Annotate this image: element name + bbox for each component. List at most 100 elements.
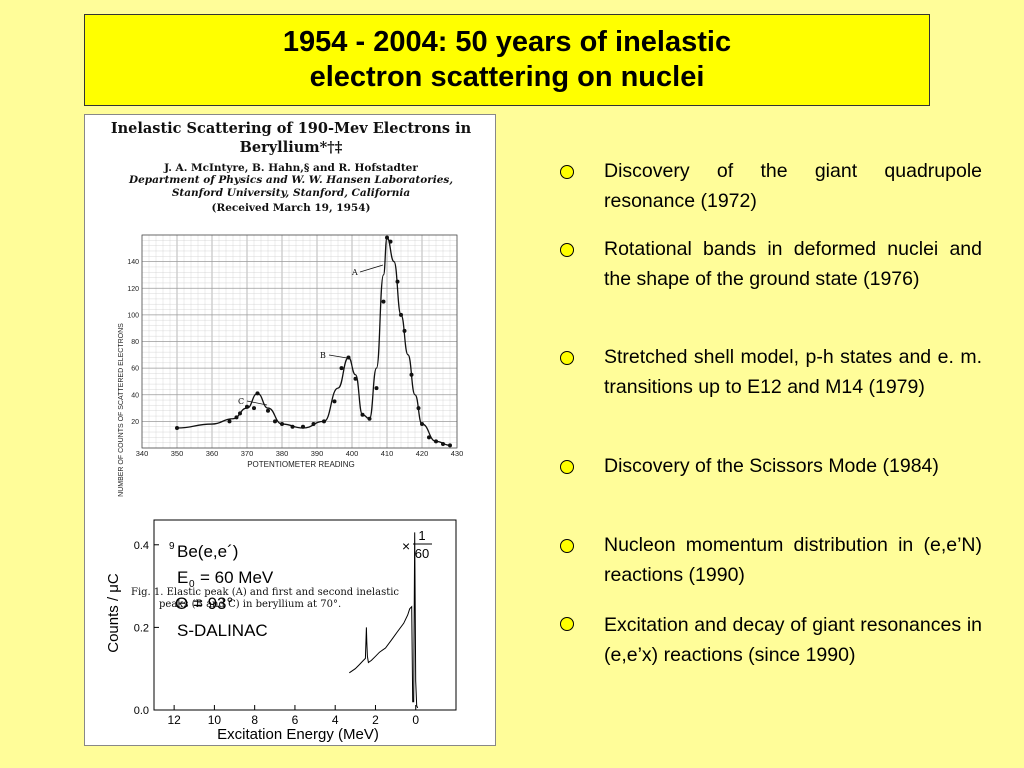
y-tick-label: 60 [131, 366, 139, 373]
data-point [427, 435, 431, 440]
bullet-circle-icon [560, 539, 574, 553]
x-tick-label: 10 [208, 713, 222, 727]
data-point [374, 386, 379, 391]
annotation-facility: S-DALINAC [177, 621, 268, 640]
x-tick-label: 12 [167, 713, 181, 727]
data-point [255, 391, 260, 396]
historical-scan-chart: 340 350 360 370 380 390 400 410 420 430 20 40 60 80 10… [118, 234, 464, 497]
paper-institution-line-1: Department of Physics and W. W. Hansen L… [128, 174, 453, 186]
data-point [402, 328, 407, 333]
data-point [381, 299, 386, 304]
y-tick-label: 20 [131, 419, 139, 426]
data-point [388, 239, 393, 244]
annotation-energy-subscript: 0 [189, 579, 195, 590]
data-point [360, 412, 365, 417]
data-point [416, 406, 421, 411]
plot-frame [141, 234, 458, 449]
nucleus-superscript: 9 [169, 541, 175, 552]
x-tick-label: 410 [381, 449, 394, 458]
x-tick-label: 420 [416, 449, 429, 458]
data-point [409, 372, 414, 377]
x-tick-label: 390 [311, 449, 324, 458]
annotation-energy-symbol: E [177, 568, 188, 587]
peak-label-A-leader [359, 264, 384, 273]
peak-label-C-leader [246, 400, 268, 406]
historical-chart-x-label: POTENTIOMETER READING [247, 460, 355, 469]
modern-chart-y-label: Counts / μC [105, 573, 122, 653]
bullet-text: Excitation and decay of giant resonances… [604, 614, 982, 666]
annotation-angle: Θ = 93° [175, 594, 233, 613]
x-tick-label: 2 [372, 713, 379, 727]
data-point [420, 422, 424, 427]
paper-header: Inelastic Scattering of 190-Mev Electron… [85, 119, 497, 214]
y-tick-label: 80 [131, 339, 139, 346]
slide-title: 1954 - 2004: 50 years of inelastic elect… [84, 14, 930, 106]
x-tick-label: 380 [276, 449, 289, 458]
scale-note-numerator: 1 [418, 528, 425, 543]
modern-chart-annotation: 9 Be(e,e´) E 0 = 60 MeV Θ = 93° S-DALINA… [169, 541, 274, 640]
data-point [234, 415, 239, 420]
data-point [290, 424, 295, 429]
paper-authors: J. A. McIntyre, B. Hahn,§ and R. Hofstad… [164, 162, 418, 174]
y-tick-label: 100 [127, 312, 139, 319]
modern-chart-x-label: Excitation Energy (MeV) [217, 726, 379, 743]
historical-chart-y-label: NUMBER OF COUNTS OF SCATTERED ELECTRONS [118, 323, 125, 497]
figure-panel: Inelastic Scattering of 190-Mev Electron… [84, 114, 496, 746]
paper-received: (Received March 19, 1954) [211, 202, 371, 214]
peak-label-C: C [238, 397, 244, 406]
slide-title-line-2: electron scattering on nuclei [309, 61, 705, 93]
bullet-text: Discovery of the Scissors Mode (1984) [604, 455, 939, 477]
bullet-text: Stretched shell model, p-h states and e.… [604, 346, 982, 398]
data-point [301, 424, 305, 429]
data-point [353, 376, 358, 381]
bullet-circle-icon [560, 617, 574, 631]
scale-note-denominator: 60 [415, 546, 429, 561]
x-tick-label: 0 [412, 713, 419, 727]
y-tick-label: 0.4 [134, 540, 149, 552]
data-point [322, 419, 326, 424]
y-tick-label: 0.2 [134, 622, 149, 634]
data-point [448, 443, 452, 448]
modern-spectrum-chart: 12 10 8 6 4 2 00.00.20.4 Counts / μC Excitatio… [105, 519, 457, 743]
data-point [280, 422, 284, 427]
modern-chart-frame [153, 519, 457, 711]
data-point [238, 411, 242, 416]
x-tick-label: 8 [251, 713, 258, 727]
bullet-circle-icon [560, 460, 574, 474]
paper-title-line-1: Inelastic Scattering of 190-Mev Electron… [110, 120, 472, 137]
data-point [245, 404, 249, 409]
bullet-text: Discovery of the giant quadrupole resona… [604, 160, 982, 212]
x-tick-label: 430 [451, 449, 464, 458]
data-point [395, 279, 400, 284]
peak-label-B-leader [328, 354, 348, 359]
data-point [273, 419, 277, 424]
x-tick-label: 400 [346, 449, 359, 458]
data-point [175, 426, 179, 431]
data-point [385, 235, 389, 240]
x-tick-label: 350 [171, 449, 184, 458]
peak-label-B: B [320, 351, 326, 360]
data-point [434, 439, 438, 444]
slide-title-line-1: 1954 - 2004: 50 years of inelastic [282, 26, 732, 58]
annotation-energy-value: = 60 MeV [200, 568, 274, 587]
figure-caption-line-1: Fig. 1. Elastic peak (A) and first and s… [131, 587, 400, 598]
data-point [339, 366, 344, 371]
y-tick-label: 40 [131, 392, 139, 399]
bullet-circle-icon [560, 165, 574, 179]
scale-note: × 1 60 [402, 528, 432, 561]
modern-chart-spectrum [349, 532, 419, 709]
paper-institution-line-2: Stanford University, Stanford, Californi… [171, 187, 411, 199]
data-point [441, 442, 445, 447]
bullet-circle-icon [560, 351, 574, 365]
paper-title-line-2: Beryllium*†‡ [239, 139, 343, 156]
data-point [346, 355, 351, 360]
data-point [399, 312, 403, 317]
peak-label-A: A [351, 268, 358, 277]
x-tick-label: 6 [292, 713, 299, 727]
x-tick-label: 340 [136, 449, 149, 458]
data-point [311, 422, 316, 427]
y-tick-label: 0.0 [134, 705, 149, 717]
x-tick-label: 360 [206, 449, 219, 458]
data-point [367, 416, 372, 421]
bullet-text: Rotational bands in deformed nuclei and … [604, 238, 982, 290]
